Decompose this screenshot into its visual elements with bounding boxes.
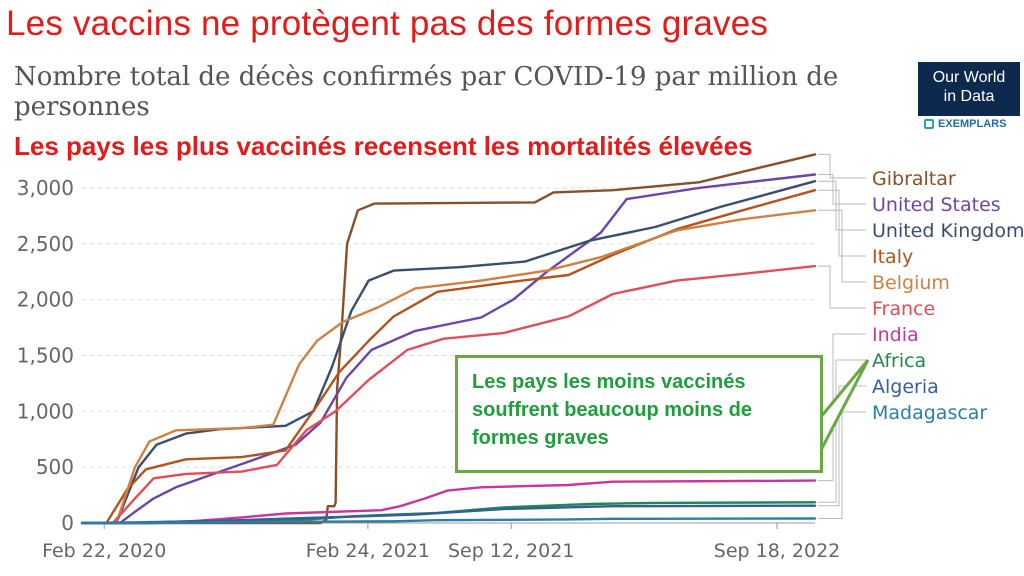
legend-label-gibraltar: Gibraltar bbox=[872, 168, 956, 190]
exemplars-badge: EXEMPLARS bbox=[918, 116, 1020, 132]
legend-connector bbox=[818, 153, 866, 179]
y-tick-label: 1,000 bbox=[17, 399, 74, 423]
chart-title: Nombre total de décès confirmés par COVI… bbox=[14, 62, 839, 122]
legend-label-madagascar: Madagascar bbox=[872, 402, 987, 424]
series-line-belgium bbox=[80, 209, 817, 525]
series-line-italy bbox=[80, 189, 817, 525]
legend-connector bbox=[818, 189, 866, 257]
y-tick-label: 1,500 bbox=[17, 343, 74, 367]
legend-connector bbox=[818, 209, 866, 283]
x-axis: Feb 22, 2020 Feb 24, 2021 Sep 12, 2021 Sep … bbox=[42, 523, 840, 562]
series-lines bbox=[80, 153, 817, 525]
legend-label-africa: Africa bbox=[872, 350, 926, 372]
y-tick-label: 2,500 bbox=[17, 232, 74, 256]
x-tick-label: Sep 12, 2021 bbox=[448, 540, 574, 562]
headline: Les vaccins ne protègent pas des formes … bbox=[6, 4, 769, 43]
y-tick-label: 2,000 bbox=[17, 288, 74, 312]
x-tick-label: Sep 18, 2022 bbox=[714, 540, 840, 562]
series-line-united-states bbox=[80, 173, 817, 525]
legend-label-united-kingdom: United Kingdom bbox=[872, 220, 1024, 242]
legend-label-united-states: United States bbox=[872, 194, 1001, 216]
legend-connector bbox=[818, 411, 866, 519]
claim-text: Les pays les plus vaccinés recensent les… bbox=[14, 131, 753, 161]
exemplars-label: EXEMPLARS bbox=[938, 118, 1007, 130]
series-line-france bbox=[80, 264, 817, 525]
exemplars-icon bbox=[924, 119, 934, 129]
series-line-united-kingdom bbox=[80, 180, 817, 525]
logo-line-2: in Data bbox=[943, 88, 995, 105]
legend-label-belgium: Belgium bbox=[872, 272, 950, 294]
y-tick-label: 500 bbox=[36, 455, 74, 479]
legend-connector bbox=[818, 265, 866, 309]
callout-pointer bbox=[818, 359, 870, 453]
legend-label-algeria: Algeria bbox=[872, 376, 939, 398]
legend-connector bbox=[818, 359, 866, 503]
legend-label-france: France bbox=[872, 298, 935, 320]
x-tick-label: Feb 22, 2020 bbox=[42, 540, 166, 562]
legend-connector bbox=[818, 174, 866, 205]
series-line-madagascar bbox=[80, 517, 817, 525]
x-tick-label: Feb 24, 2021 bbox=[306, 540, 430, 562]
y-axis: 0 500 1,000 1,500 2,000 2,500 3,000 bbox=[17, 176, 74, 535]
legend-label-india: India bbox=[872, 324, 919, 346]
legend-label-italy: Italy bbox=[872, 246, 913, 268]
y-tick-label: 0 bbox=[61, 511, 74, 535]
legend-connector bbox=[818, 180, 866, 231]
legend: Gibraltar United States United Kingdom Ital… bbox=[818, 153, 1024, 519]
y-tick-label: 3,000 bbox=[17, 176, 74, 200]
series-line-gibraltar bbox=[80, 153, 817, 525]
logo-line-1: Our World bbox=[932, 69, 1006, 86]
callout-box: Les pays les moins vaccinés souffrent be… bbox=[455, 355, 823, 473]
